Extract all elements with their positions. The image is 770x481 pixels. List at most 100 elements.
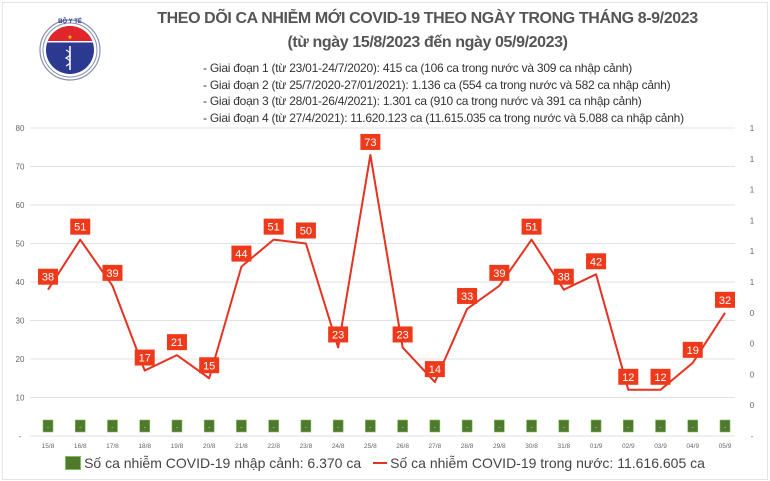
data-label-domestic: 38 xyxy=(553,268,574,285)
data-label-box xyxy=(553,268,574,285)
left-tick-label: 70 xyxy=(16,163,25,172)
x-tick-label: 22/8 xyxy=(267,443,280,450)
data-label-domestic: 23 xyxy=(328,326,349,343)
bar-imported xyxy=(300,419,312,433)
right-tick-label: 0 xyxy=(750,309,755,318)
data-label-box xyxy=(392,326,413,343)
bar-data-label: - xyxy=(273,425,275,431)
bar-imported xyxy=(558,419,570,433)
note-stage-1: - Giai đoạn 1 (từ 23/01-24/7/2020): 415 … xyxy=(203,61,633,75)
bar-data-label: - xyxy=(144,425,146,431)
data-label-text: 15 xyxy=(203,360,215,372)
right-tick-label: 0 xyxy=(750,370,755,379)
x-tick-label: 24/8 xyxy=(332,443,345,450)
data-label-text: 39 xyxy=(493,268,505,280)
bar-imported xyxy=(397,419,408,433)
bar-imported xyxy=(719,419,731,433)
data-label-domestic: 12 xyxy=(650,368,671,385)
right-tick-label: 1 xyxy=(750,247,755,256)
data-label-box xyxy=(682,341,703,358)
bar-data-label: - xyxy=(595,425,597,431)
note-stage-2: - Giai đoạn 2 (từ 25/7/2020-27/01/2021):… xyxy=(203,77,671,92)
bar-data-label: - xyxy=(498,425,500,431)
bar-imported xyxy=(526,419,537,433)
data-label-domestic: 42 xyxy=(586,253,607,270)
x-tick-label: 27/8 xyxy=(429,443,442,450)
x-tick-label: 01/9 xyxy=(590,443,603,450)
bar-data-label: - xyxy=(724,425,726,431)
line-domestic xyxy=(47,153,726,391)
right-tick-label: 0 xyxy=(750,340,755,349)
x-tick-label: 23/8 xyxy=(300,443,313,450)
bar-imported xyxy=(332,419,344,433)
left-tick-label: 40 xyxy=(16,278,25,287)
chart-subtitle: (từ ngày 15/8/2023 đến ngày 05/9/2023) xyxy=(287,34,568,51)
data-label-text: 42 xyxy=(590,256,602,268)
bar-imported xyxy=(687,419,699,433)
data-label-domestic: 38 xyxy=(38,268,58,285)
left-tick-label: 20 xyxy=(16,355,25,364)
data-label-text: 73 xyxy=(364,137,376,149)
data-label-box xyxy=(102,264,123,281)
legend-swatch-line xyxy=(373,462,388,464)
bar-data-label: - xyxy=(240,425,242,431)
note-stage-4: - Giai đoạn 4 (từ 27/4/2021): 11.620.123… xyxy=(203,110,684,125)
bar-imported xyxy=(461,419,473,433)
x-tick-label: 20/8 xyxy=(203,443,216,450)
data-label-text: 38 xyxy=(42,272,54,284)
bar-data-label: - xyxy=(660,425,662,431)
data-label-text: 21 xyxy=(171,337,183,349)
x-tick-label: 18/8 xyxy=(138,443,151,450)
bar-imported xyxy=(494,419,505,433)
bar-data-label: - xyxy=(47,425,49,431)
right-tick-label: 0 xyxy=(750,401,755,410)
data-label-box xyxy=(586,253,607,270)
x-tick-label: 21/8 xyxy=(235,443,248,450)
data-label-box xyxy=(521,218,542,235)
right-tick-label: - xyxy=(751,432,754,441)
bar-data-label: - xyxy=(369,425,371,431)
data-label-domestic: 51 xyxy=(263,218,284,235)
legend-label-domestic: Số ca nhiễm COVID-19 trong nước: 11.616.… xyxy=(390,455,705,471)
left-tick-label: 80 xyxy=(16,124,25,133)
legend-swatch-bar xyxy=(65,456,82,470)
bar-data-label: - xyxy=(79,425,81,431)
data-label-domestic: 23 xyxy=(392,326,413,343)
left-tick-label: 10 xyxy=(16,394,25,403)
bar-data-label: - xyxy=(305,425,307,431)
data-label-box xyxy=(166,334,187,351)
data-label-text: 51 xyxy=(268,222,280,234)
data-label-domestic: 32 xyxy=(715,291,735,308)
bar-data-label: - xyxy=(337,425,339,431)
data-label-box xyxy=(199,357,220,374)
data-label-text: 51 xyxy=(525,222,537,234)
data-label-text: 50 xyxy=(300,226,312,238)
data-label-box xyxy=(360,133,381,150)
data-label-box xyxy=(618,368,639,385)
bar-data-label: - xyxy=(563,425,565,431)
data-label-box xyxy=(457,287,478,304)
data-label-domestic: 17 xyxy=(134,349,155,366)
data-label-domestic: 19 xyxy=(682,341,703,358)
data-label-box xyxy=(38,268,58,285)
left-tick-label: 30 xyxy=(16,317,25,326)
data-label-box xyxy=(231,245,252,262)
x-tick-label: 29/8 xyxy=(493,443,506,450)
data-label-domestic: 51 xyxy=(70,218,91,235)
bar-imported xyxy=(365,419,376,433)
left-tick-label: - xyxy=(19,432,22,441)
x-tick-label: 05/9 xyxy=(719,443,732,450)
x-tick-label: 30/8 xyxy=(525,443,538,450)
data-label-domestic: 33 xyxy=(457,287,478,304)
data-label-domestic: 39 xyxy=(102,264,123,281)
data-label-domestic: 14 xyxy=(424,361,445,378)
data-label-domestic: 39 xyxy=(489,264,510,281)
x-tick-label: 26/8 xyxy=(396,443,409,450)
ministry-of-health-logo: ★ BỘ Y TẾ xyxy=(39,17,101,81)
x-tick-label: 03/9 xyxy=(654,443,667,450)
bar-imported xyxy=(203,419,215,433)
data-label-box xyxy=(134,349,155,366)
bar-imported xyxy=(622,419,634,433)
data-label-domestic: 51 xyxy=(521,218,542,235)
